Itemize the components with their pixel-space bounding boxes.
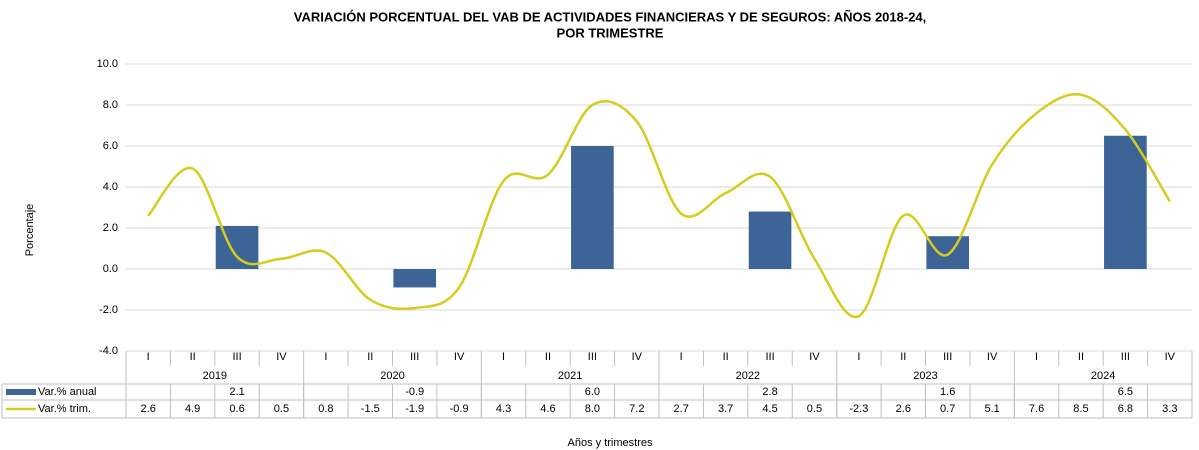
x-tick-label: I <box>1035 351 1038 363</box>
x-tick-label: II <box>723 351 729 363</box>
x-tick-label: I <box>857 351 860 363</box>
x-tick-label: II <box>900 351 906 363</box>
year-label: 2020 <box>380 370 404 382</box>
table-value: 4.3 <box>496 403 511 415</box>
line <box>147 93 1171 319</box>
table-value: 8.0 <box>585 403 600 415</box>
table-value: 1.6 <box>940 386 955 398</box>
y-tick-label: 8.0 <box>103 99 118 111</box>
x-tick-label: IV <box>276 351 287 363</box>
x-tick-label: IV <box>632 351 643 363</box>
table-value: 3.3 <box>1162 403 1177 415</box>
bar <box>571 146 614 269</box>
table-value: 0.6 <box>229 403 244 415</box>
table-value: 2.6 <box>141 403 156 415</box>
x-tick-label: III <box>1121 351 1130 363</box>
table-value: 6.8 <box>1118 403 1133 415</box>
y-tick-label: 6.0 <box>103 140 118 152</box>
table-value: 0.5 <box>807 403 822 415</box>
year-label: 2024 <box>1091 370 1115 382</box>
table-value: 4.6 <box>540 403 555 415</box>
x-tick-label: III <box>232 351 241 363</box>
x-tick-label: III <box>943 351 952 363</box>
x-tick-label: IV <box>454 351 465 363</box>
x-tick-label: IV <box>809 351 820 363</box>
x-tick-label: III <box>765 351 774 363</box>
table-value: -0.9 <box>450 403 469 415</box>
y-axis-label: Porcentaje <box>24 204 36 257</box>
x-tick-label: II <box>367 351 373 363</box>
x-tick-label: I <box>502 351 505 363</box>
table-value: 2.7 <box>674 403 689 415</box>
x-tick-label: III <box>588 351 597 363</box>
x-tick-label: II <box>545 351 551 363</box>
y-tick-label: 0.0 <box>103 263 118 275</box>
y-tick-label: 10.0 <box>97 58 118 70</box>
table-value: 7.2 <box>629 403 644 415</box>
year-label: 2021 <box>558 370 582 382</box>
y-tick-label: -4.0 <box>99 345 118 357</box>
x-tick-label: IV <box>1165 351 1176 363</box>
bar <box>926 236 970 269</box>
legend-label: Var.% trim. <box>38 403 91 415</box>
table-value: 6.5 <box>1118 386 1133 398</box>
year-label: 2023 <box>913 370 937 382</box>
x-tick-label: II <box>1078 351 1084 363</box>
x-axis-label: Años y trimestres <box>568 437 653 449</box>
chart-title: POR TRIMESTRE <box>557 25 664 40</box>
table-value: 4.5 <box>762 403 777 415</box>
year-label: 2019 <box>203 370 227 382</box>
x-tick-label: III <box>410 351 419 363</box>
table-value: -1.9 <box>405 403 424 415</box>
table-value: 8.5 <box>1073 403 1088 415</box>
y-tick-label: 2.0 <box>103 222 118 234</box>
table-value: 2.1 <box>229 386 244 398</box>
bar <box>393 269 437 288</box>
table-value: 2.6 <box>896 403 911 415</box>
table-value: 6.0 <box>585 386 600 398</box>
x-tick-label: I <box>324 351 327 363</box>
table-value: 3.7 <box>718 403 733 415</box>
table-value: -2.3 <box>849 403 868 415</box>
legend-key <box>6 389 36 395</box>
x-tick-label: IV <box>987 351 998 363</box>
table-value: 0.5 <box>274 403 289 415</box>
table-value: -0.9 <box>405 386 424 398</box>
table-value: 7.6 <box>1029 403 1044 415</box>
y-tick-label: -2.0 <box>99 304 118 316</box>
table-value: 4.9 <box>185 403 200 415</box>
table-value: 2.8 <box>762 386 777 398</box>
table-value: 5.1 <box>984 403 999 415</box>
table-value: 0.7 <box>940 403 955 415</box>
x-tick-label: I <box>680 351 683 363</box>
bar <box>1104 135 1147 269</box>
legend-label: Var.% anual <box>38 386 97 398</box>
table-value: 0.8 <box>318 403 333 415</box>
x-tick-label: II <box>190 351 196 363</box>
y-tick-label: 4.0 <box>103 181 118 193</box>
bar <box>215 225 259 269</box>
x-tick-label: I <box>147 351 150 363</box>
table-value: -1.5 <box>361 403 380 415</box>
chart-title: VARIACIÓN PORCENTUAL DEL VAB DE ACTIVIDA… <box>294 9 927 24</box>
bar <box>748 211 792 269</box>
year-label: 2022 <box>736 370 760 382</box>
